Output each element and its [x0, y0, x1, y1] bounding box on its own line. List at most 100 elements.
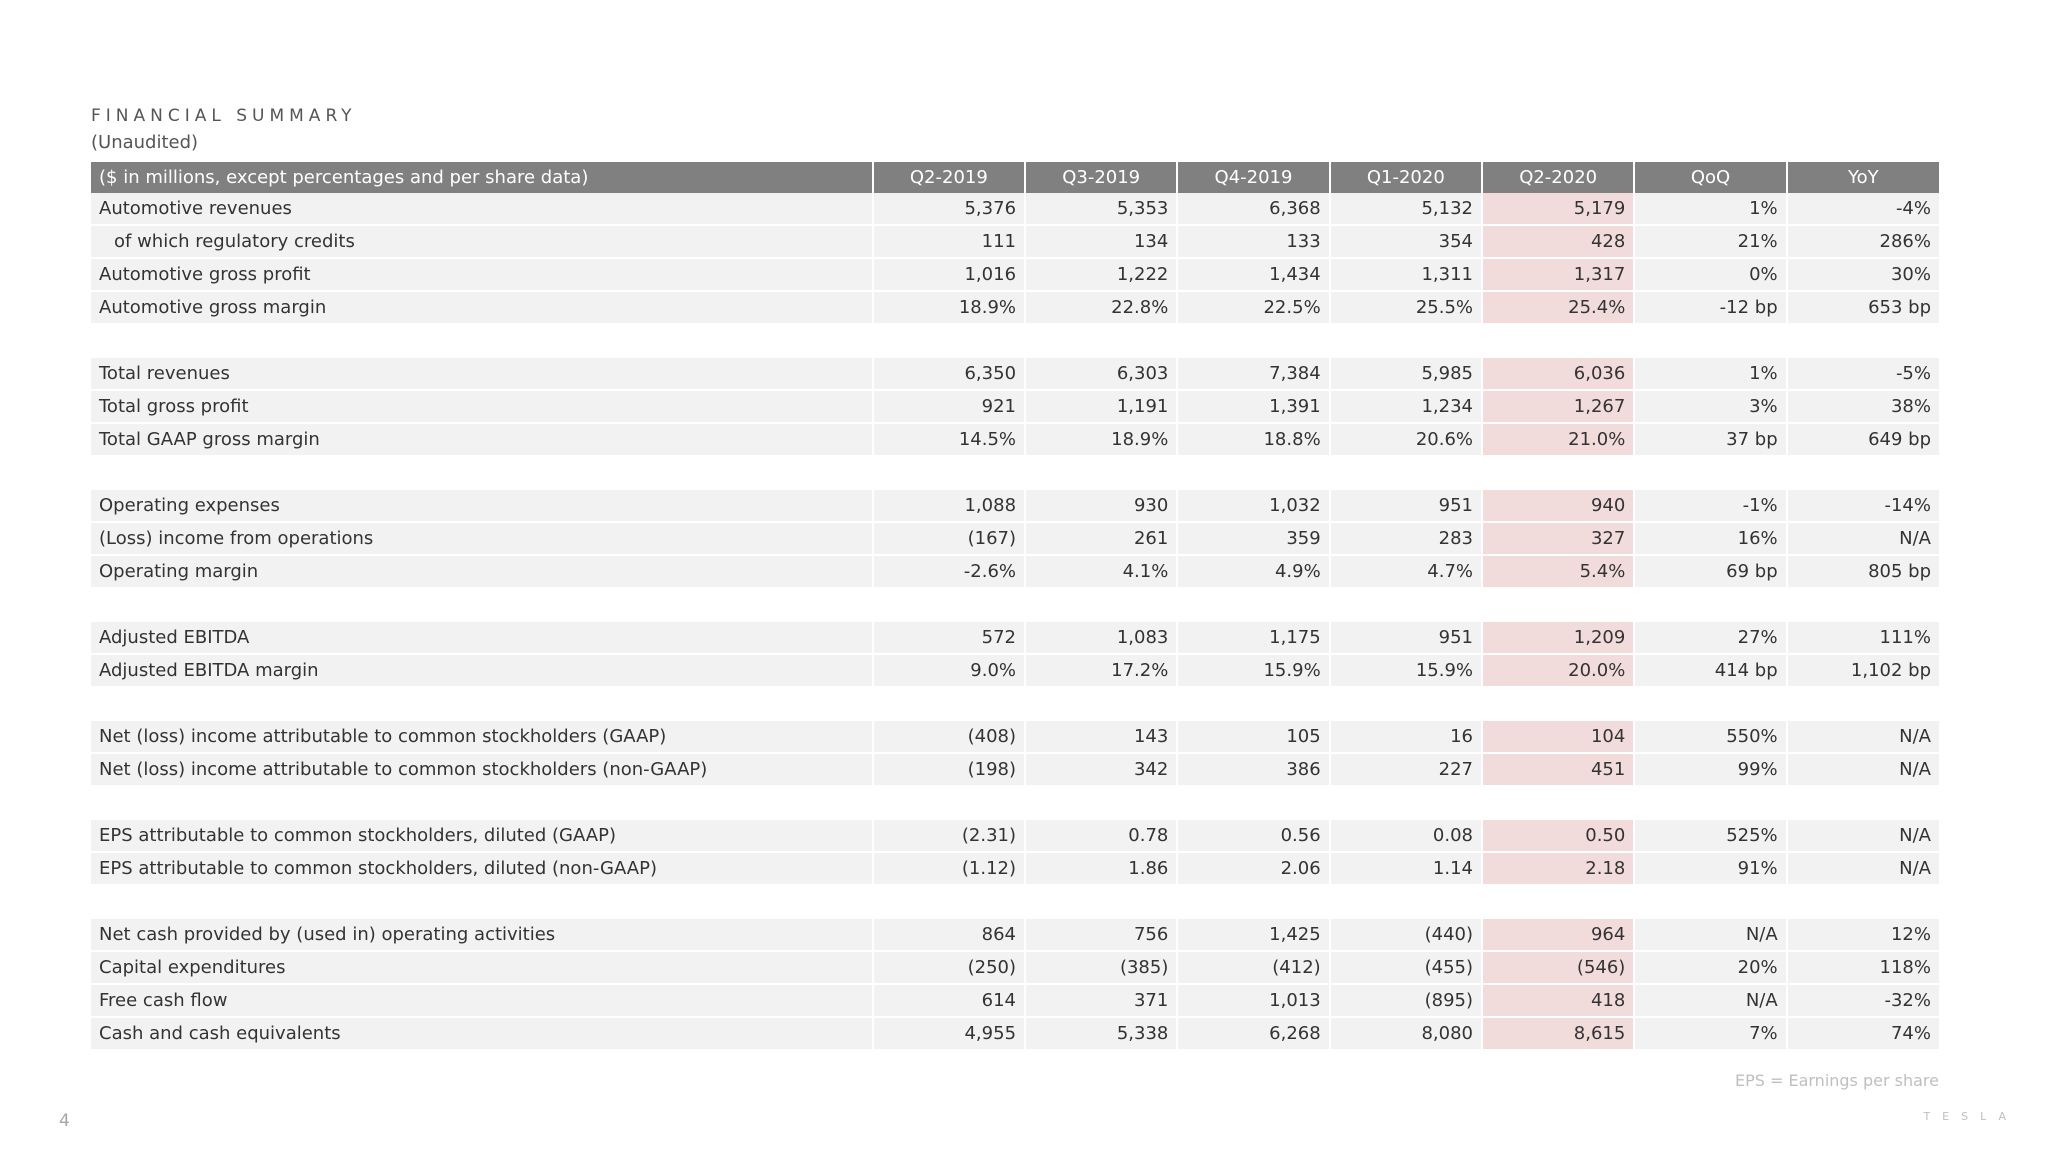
table-row: EPS attributable to common stockholders,… — [91, 819, 1939, 853]
group-spacer — [91, 456, 1939, 490]
row-value: (895) — [1329, 984, 1484, 1018]
header-q1-2020: Q1-2020 — [1329, 162, 1484, 193]
row-value: 6,303 — [1025, 357, 1179, 391]
row-value: N/A — [1786, 852, 1939, 886]
header-label: ($ in millions, except percentages and p… — [91, 162, 874, 193]
row-value: 6,036 — [1482, 357, 1636, 391]
row-value: 111% — [1786, 621, 1939, 655]
row-value: 1,083 — [1025, 621, 1179, 655]
row-value: (2.31) — [872, 819, 1027, 853]
row-value: 25.4% — [1482, 291, 1636, 325]
row-value: 16% — [1634, 522, 1788, 556]
row-value: 5,376 — [872, 193, 1027, 226]
row-label: Automotive gross profit — [91, 258, 874, 292]
group-spacer — [91, 885, 1939, 919]
table-row: Total GAAP gross margin 14.5% 18.9% 18.8% 20… — [91, 423, 1939, 457]
row-value: -32% — [1786, 984, 1939, 1018]
row-value: 27% — [1634, 621, 1788, 655]
row-value: (440) — [1329, 918, 1484, 952]
table-row: Automotive gross margin 18.9% 22.8% 22.5% 25… — [91, 291, 1939, 325]
row-value: 4.1% — [1025, 555, 1179, 589]
row-value: 7% — [1634, 1017, 1788, 1051]
group-spacer — [91, 786, 1939, 820]
row-value: 414 bp — [1634, 654, 1788, 688]
row-label: Total gross profit — [91, 390, 874, 424]
group-spacer — [91, 588, 1939, 622]
row-value: 16 — [1329, 720, 1484, 754]
row-value: 17.2% — [1025, 654, 1179, 688]
row-label: Adjusted EBITDA margin — [91, 654, 874, 688]
row-value: 20.6% — [1329, 423, 1484, 457]
row-label: (Loss) income from operations — [91, 522, 874, 556]
row-value: 756 — [1025, 918, 1179, 952]
row-value: 550% — [1634, 720, 1788, 754]
row-value: 0.08 — [1329, 819, 1484, 853]
row-value: 2.18 — [1482, 852, 1636, 886]
row-value: 864 — [872, 918, 1027, 952]
row-value: 951 — [1329, 621, 1484, 655]
row-value: 1% — [1634, 193, 1788, 226]
row-label: Capital expenditures — [91, 951, 874, 985]
row-value: 1,425 — [1177, 918, 1331, 952]
row-label: EPS attributable to common stockholders,… — [91, 819, 874, 853]
table-header-row: ($ in millions, except percentages and p… — [91, 162, 1939, 193]
row-value: 805 bp — [1786, 555, 1939, 589]
row-label: Total GAAP gross margin — [91, 423, 874, 457]
row-value: 428 — [1482, 225, 1636, 259]
table-row: Cash and cash equivalents 4,955 5,338 6,268… — [91, 1017, 1939, 1051]
row-value: -12 bp — [1634, 291, 1788, 325]
row-value: 342 — [1025, 753, 1179, 787]
row-value: 134 — [1025, 225, 1179, 259]
row-value: 1,434 — [1177, 258, 1331, 292]
row-value: 21% — [1634, 225, 1788, 259]
page-title: FINANCIAL SUMMARY — [91, 106, 357, 126]
row-value: N/A — [1786, 522, 1939, 556]
row-value: 18.9% — [872, 291, 1027, 325]
row-value: 111 — [872, 225, 1027, 259]
row-value: 1,222 — [1025, 258, 1179, 292]
row-value: 22.5% — [1177, 291, 1331, 325]
row-value: 572 — [872, 621, 1027, 655]
row-value: 418 — [1482, 984, 1636, 1018]
row-label: Net cash provided by (used in) operating… — [91, 918, 874, 952]
table-row: Operating margin -2.6% 4.1% 4.9% 4.7% 5.4% 69 … — [91, 555, 1939, 589]
row-value: 386 — [1177, 753, 1331, 787]
row-label: Adjusted EBITDA — [91, 621, 874, 655]
row-value: 1,317 — [1482, 258, 1636, 292]
row-value: 649 bp — [1786, 423, 1939, 457]
row-value: (250) — [872, 951, 1027, 985]
row-value: 940 — [1482, 489, 1636, 523]
row-value: 5.4% — [1482, 555, 1636, 589]
row-value: 20% — [1634, 951, 1788, 985]
header-q2-2020: Q2-2020 — [1482, 162, 1636, 193]
row-value: 91% — [1634, 852, 1788, 886]
row-value: 1,102 bp — [1786, 654, 1939, 688]
row-value: 921 — [872, 390, 1027, 424]
row-value: 283 — [1329, 522, 1484, 556]
header-yoy: YoY — [1786, 162, 1939, 193]
row-label: Automotive gross margin — [91, 291, 874, 325]
row-value: 525% — [1634, 819, 1788, 853]
table-row: of which regulatory credits 111 134 133 354 4… — [91, 225, 1939, 259]
row-label: Automotive revenues — [91, 193, 874, 226]
table-row: Capital expenditures (250) (385) (412) (455)… — [91, 951, 1939, 985]
row-value: 1,032 — [1177, 489, 1331, 523]
row-value: 1.14 — [1329, 852, 1484, 886]
row-value: 8,615 — [1482, 1017, 1636, 1051]
header-qoq: QoQ — [1634, 162, 1788, 193]
row-value: N/A — [1786, 720, 1939, 754]
row-label: Cash and cash equivalents — [91, 1017, 874, 1051]
row-value: 1.86 — [1025, 852, 1179, 886]
page-number: 4 — [59, 1111, 70, 1131]
row-value: 1,016 — [872, 258, 1027, 292]
table-row: Total gross profit 921 1,191 1,391 1,234 1,26… — [91, 390, 1939, 424]
row-value: 15.9% — [1329, 654, 1484, 688]
row-value: 354 — [1329, 225, 1484, 259]
row-value: 1,191 — [1025, 390, 1179, 424]
row-value: 227 — [1329, 753, 1484, 787]
row-value: -5% — [1786, 357, 1939, 391]
row-value: 1% — [1634, 357, 1788, 391]
row-value: 18.8% — [1177, 423, 1331, 457]
row-value: 371 — [1025, 984, 1179, 1018]
row-value: (385) — [1025, 951, 1179, 985]
